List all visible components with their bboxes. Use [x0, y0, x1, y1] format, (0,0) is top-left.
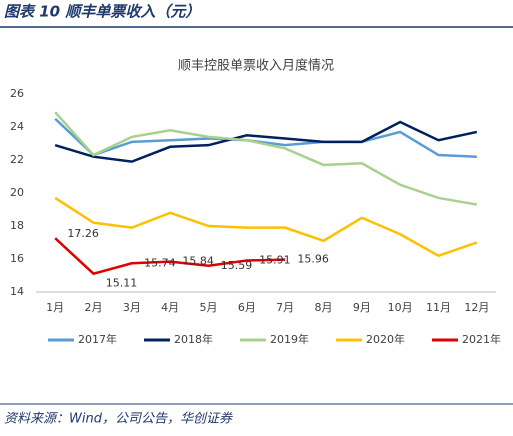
- series-line: [54, 120, 478, 163]
- legend-label: 2017年: [78, 332, 117, 346]
- y-tick-label: 26: [10, 87, 24, 100]
- x-tick-label: 8月: [315, 301, 333, 314]
- x-tick-label: 12月: [464, 301, 489, 314]
- y-tick-label: 24: [10, 120, 24, 133]
- data-label: 15.91: [259, 253, 291, 266]
- series-line: [54, 196, 478, 258]
- legend-label: 2018年: [174, 332, 213, 346]
- x-tick-label: 3月: [123, 301, 141, 314]
- data-label: 15.59: [221, 259, 253, 272]
- legend-label: 2021年: [462, 332, 501, 346]
- series-line: [54, 117, 477, 158]
- x-tick-label: 6月: [238, 301, 256, 314]
- data-label: 15.11: [106, 277, 138, 290]
- chart-title: 顺丰控股单票收入月度情况: [178, 58, 334, 74]
- x-tick-label: 5月: [200, 301, 218, 314]
- series-line: [54, 237, 286, 276]
- data-label: 15.84: [182, 255, 214, 268]
- x-tick-label: 9月: [353, 301, 371, 314]
- y-tick-label: 20: [10, 186, 24, 199]
- x-tick-label: 10月: [388, 301, 413, 314]
- data-label: 15.96: [297, 253, 329, 266]
- legend-label: 2019年: [270, 332, 309, 346]
- x-tick-label: 1月: [46, 301, 64, 314]
- x-tick-label: 7月: [276, 301, 294, 314]
- y-tick-label: 14: [10, 285, 24, 298]
- y-tick-label: 22: [10, 153, 24, 166]
- x-tick-label: 4月: [161, 301, 179, 314]
- y-tick-label: 18: [10, 219, 24, 232]
- y-tick-label: 16: [10, 252, 24, 265]
- data-label: 15.74: [144, 256, 176, 269]
- source: 资料来源：Wind，公司公告，华创证券: [4, 412, 233, 427]
- series-line: [54, 111, 478, 206]
- legend-label: 2020年: [366, 332, 405, 346]
- header-title: 图表 10 顺丰单票收入（元）: [4, 3, 200, 21]
- x-tick-label: 2月: [85, 301, 103, 314]
- x-tick-label: 11月: [426, 301, 451, 314]
- data-label: 17.26: [67, 227, 99, 240]
